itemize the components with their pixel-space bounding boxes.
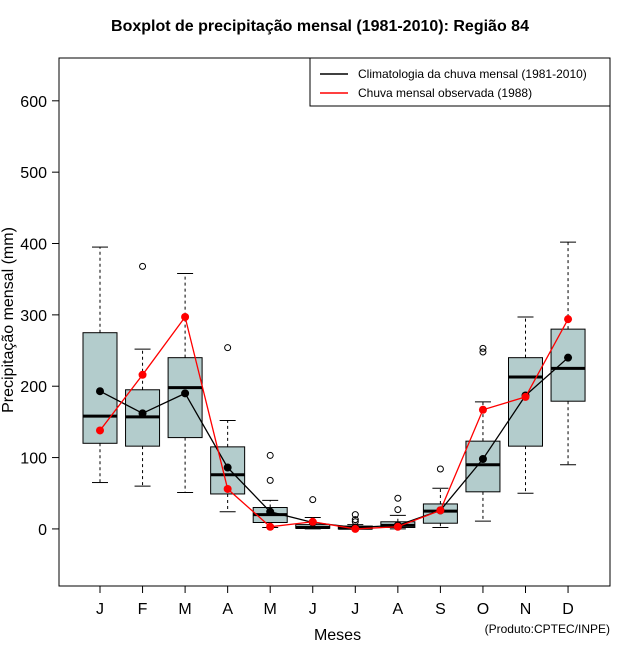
y-axis-label: Precipitação mensal (mm) — [0, 227, 17, 413]
outlier-point — [266, 476, 274, 484]
series-point — [223, 463, 232, 472]
outlier-point — [139, 262, 147, 270]
series-point — [436, 506, 445, 515]
x-tick-label: S — [435, 601, 446, 618]
outlier-point — [394, 506, 402, 514]
series-point — [564, 315, 573, 324]
outlier-point — [224, 344, 232, 352]
plot-frame — [58, 57, 611, 587]
series-point — [181, 313, 190, 322]
x-tick-label: M — [264, 601, 277, 618]
x-tick-label: J — [351, 601, 359, 618]
y-tick-label: 600 — [20, 94, 47, 111]
series-climatology — [96, 353, 573, 532]
series-point — [478, 454, 487, 463]
box-10 — [465, 344, 501, 522]
outlier-point — [309, 496, 317, 504]
x-tick-label: A — [393, 601, 404, 618]
series-point — [138, 409, 147, 418]
series-point — [266, 507, 275, 516]
y-tick-label: 300 — [20, 308, 47, 325]
x-tick-label: M — [178, 601, 191, 618]
box-iqr — [167, 357, 203, 439]
series-observed — [96, 313, 573, 533]
series-point — [138, 370, 147, 379]
outlier-point — [351, 511, 359, 519]
x-axis-label: Meses — [314, 627, 361, 644]
x-tick-label: J — [309, 601, 317, 618]
legend-entry: Climatologia da chuva mensal (1981-2010) — [358, 67, 587, 81]
series-point — [521, 392, 530, 401]
x-tick-label: F — [138, 601, 148, 618]
box-iqr — [508, 357, 543, 447]
series-point — [181, 389, 190, 398]
series-point — [223, 484, 232, 493]
y-tick-label: 200 — [20, 379, 47, 396]
outlier-point — [266, 451, 274, 459]
outlier-point — [436, 465, 444, 473]
x-tick-label: N — [520, 601, 532, 618]
series-point — [96, 387, 104, 396]
series-point — [564, 353, 573, 362]
outlier-point — [351, 516, 359, 524]
box-iqr — [550, 328, 586, 402]
series-line — [99, 315, 569, 530]
x-tick-label: D — [562, 601, 574, 618]
y-tick-label: 500 — [20, 165, 47, 182]
series-point — [308, 517, 317, 526]
x-tick-label: A — [222, 601, 233, 618]
box-11 — [508, 316, 543, 494]
outlier-point — [394, 494, 402, 502]
box-3 — [167, 272, 203, 494]
box-12 — [550, 93, 586, 466]
x-tick-label: J — [96, 601, 104, 618]
y-tick-label: 400 — [20, 237, 47, 254]
outlier-point — [479, 348, 487, 356]
series-point — [96, 426, 104, 435]
x-tick-label: O — [477, 601, 489, 618]
product-credit: (Produto:CPTEC/INPE) — [484, 622, 610, 636]
y-tick-label: 100 — [20, 451, 47, 468]
outlier-point — [479, 344, 487, 352]
legend-box — [309, 57, 611, 107]
box-iqr — [465, 440, 501, 493]
series-point — [393, 522, 402, 531]
series-point — [266, 522, 275, 531]
series-point — [351, 524, 360, 533]
chart-title: Boxplot de precipitação mensal (1981-201… — [111, 18, 529, 35]
series-point — [478, 405, 487, 414]
y-tick-label: 0 — [38, 522, 47, 539]
legend-entry: Chuva mensal observada (1988) — [358, 86, 532, 100]
box-1 — [82, 246, 118, 484]
